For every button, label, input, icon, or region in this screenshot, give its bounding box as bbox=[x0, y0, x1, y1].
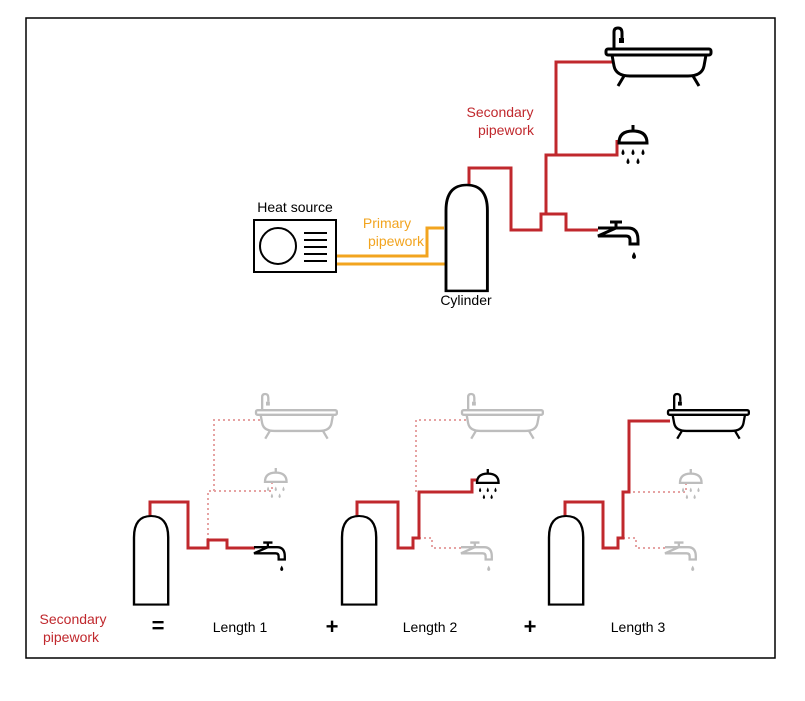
length-3-shower-icon bbox=[678, 467, 703, 501]
length-3-label: Length 3 bbox=[611, 619, 666, 635]
length-1-tap-icon bbox=[252, 541, 286, 573]
primary-pipework-line bbox=[337, 226, 446, 266]
length-2-cylinder-icon bbox=[340, 514, 378, 606]
length-1-label: Length 1 bbox=[213, 619, 268, 635]
length-1-diagram bbox=[132, 392, 339, 606]
length-3-cylinder-icon bbox=[547, 514, 585, 606]
secondary-pipework-label-line2: pipework bbox=[478, 122, 535, 138]
heat-source-label: Heat source bbox=[257, 199, 333, 215]
primary-pipework-label-line1: Primary bbox=[363, 215, 411, 231]
heat-pump-icon bbox=[253, 219, 337, 273]
length-1-cylinder-icon bbox=[132, 514, 170, 606]
plus-sign-1: + bbox=[326, 614, 339, 639]
primary-pipework-label-line2: pipework bbox=[368, 233, 425, 249]
length-1-shower-icon bbox=[263, 466, 288, 500]
top-system-diagram: Heat source Primary pipework Cylinder Se… bbox=[253, 26, 713, 308]
length-1-bath-icon bbox=[254, 392, 339, 440]
diagram-frame bbox=[25, 17, 776, 659]
secondary-pipework-label-line1: Secondary bbox=[467, 104, 534, 120]
cylinder-icon bbox=[444, 183, 489, 293]
length-3-diagram bbox=[547, 392, 751, 606]
length-2-diagram bbox=[340, 392, 545, 606]
length-2-label: Length 2 bbox=[403, 619, 458, 635]
cylinder-label: Cylinder bbox=[440, 292, 492, 308]
equation-lhs-line2: pipework bbox=[43, 629, 100, 645]
length-3-tap-icon bbox=[663, 541, 697, 573]
length-2-tap-icon bbox=[459, 541, 493, 573]
equals-sign: = bbox=[152, 613, 165, 638]
tap-icon bbox=[596, 220, 640, 261]
length-3-bath-icon bbox=[666, 392, 751, 440]
plus-sign-2: + bbox=[524, 614, 537, 639]
equation-lhs-line1: Secondary bbox=[40, 611, 107, 627]
length-2-shower-icon bbox=[475, 467, 500, 501]
equation-row: Secondary pipework = Length 1 + Length 2… bbox=[40, 611, 666, 645]
secondary-pipework-line bbox=[467, 60, 619, 232]
length-2-bath-icon bbox=[460, 392, 545, 440]
shower-icon bbox=[617, 123, 649, 166]
bath-icon bbox=[604, 26, 713, 88]
